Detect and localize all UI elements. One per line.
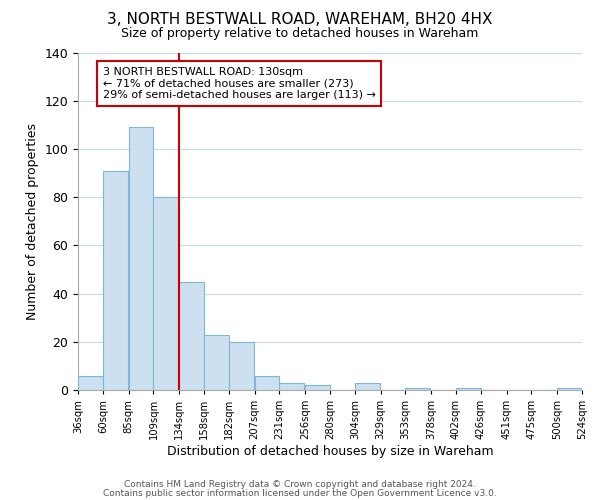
Bar xyxy=(456,388,481,390)
Bar xyxy=(557,388,582,390)
Bar xyxy=(179,282,204,390)
Bar xyxy=(154,197,178,390)
Bar xyxy=(406,388,430,390)
Bar xyxy=(229,342,254,390)
Bar xyxy=(78,376,103,390)
X-axis label: Distribution of detached houses by size in Wareham: Distribution of detached houses by size … xyxy=(167,445,493,458)
Text: Size of property relative to detached houses in Wareham: Size of property relative to detached ho… xyxy=(121,28,479,40)
Text: Contains HM Land Registry data © Crown copyright and database right 2024.: Contains HM Land Registry data © Crown c… xyxy=(124,480,476,489)
Bar xyxy=(254,376,280,390)
Bar xyxy=(280,383,304,390)
Bar xyxy=(305,385,330,390)
Bar xyxy=(128,127,154,390)
Text: 3 NORTH BESTWALL ROAD: 130sqm
← 71% of detached houses are smaller (273)
29% of : 3 NORTH BESTWALL ROAD: 130sqm ← 71% of d… xyxy=(103,67,376,100)
Text: 3, NORTH BESTWALL ROAD, WAREHAM, BH20 4HX: 3, NORTH BESTWALL ROAD, WAREHAM, BH20 4H… xyxy=(107,12,493,28)
Text: Contains public sector information licensed under the Open Government Licence v3: Contains public sector information licen… xyxy=(103,488,497,498)
Bar xyxy=(204,334,229,390)
Bar xyxy=(103,170,128,390)
Bar xyxy=(355,383,380,390)
Y-axis label: Number of detached properties: Number of detached properties xyxy=(26,122,39,320)
